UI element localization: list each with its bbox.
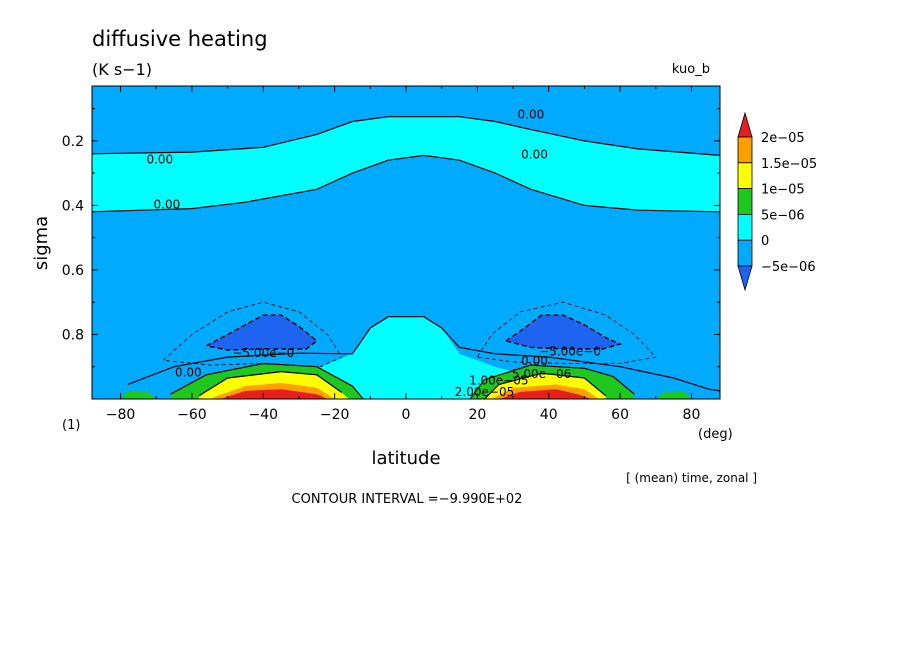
contour-label-10: 2.00e−05 <box>455 385 514 399</box>
contour-label-2: 0.00 <box>518 107 545 121</box>
y-tick-label-1: 0.4 <box>62 198 84 214</box>
colorbar-segment-3 <box>737 213 753 241</box>
contour-labels: 0.000.000.000.000.000.00−5.00e−0 −5.00e−0… <box>146 107 601 399</box>
y-tick-label-2: 0.6 <box>62 263 84 279</box>
filled-region-11 <box>498 389 592 399</box>
contour-line-10 <box>484 372 607 399</box>
x-tick-label-0: −80 <box>106 407 136 423</box>
contour-line-0 <box>92 116 720 156</box>
colorbar-segment-4 <box>737 239 753 267</box>
x-tick-label-3: −20 <box>320 407 350 423</box>
units-label: (K s−1) <box>92 60 152 79</box>
y-axis-note: (1) <box>62 418 80 433</box>
contour-line-3 <box>205 314 318 351</box>
plot-area: 0.000.000.000.000.000.00−5.00e−0 −5.00e−0… <box>91 85 721 400</box>
contour-label-7: −5.00e−0 <box>539 344 601 358</box>
contour-line-8 <box>469 364 635 399</box>
contour-label-1: 0.00 <box>154 198 181 212</box>
contour-label-6: −5.00e−0 <box>232 346 294 360</box>
x-axis-unit: (deg) <box>698 427 733 442</box>
contour-line-4 <box>505 314 623 350</box>
contour-lines <box>92 116 720 399</box>
colorbar: 2e−05 1.5e−05 1e−05 5e−06 0 −5e−06 <box>737 111 817 292</box>
filled-region-2 <box>206 315 317 350</box>
filled-region-3 <box>505 315 621 349</box>
colorbar-label-0: 2e−05 <box>761 131 805 146</box>
contour-label-3: 0.00 <box>521 148 548 162</box>
chart-title: diffusive heating <box>92 27 268 51</box>
y-axis-label: sigma <box>31 216 52 270</box>
y-tick-label-3: 0.8 <box>62 327 84 343</box>
x-tick-label-5: 20 <box>468 407 486 423</box>
colorbar-label-2: 1e−05 <box>761 183 805 198</box>
x-tick-label-2: −40 <box>248 407 278 423</box>
run-label: kuo_b <box>672 62 710 77</box>
filled-region-12 <box>120 390 157 399</box>
contour-label-4: 0.00 <box>175 365 202 379</box>
colorbar-label-5: −5e−06 <box>761 260 816 275</box>
y-tick-label-0: 0.2 <box>62 134 84 150</box>
x-tick-label-6: 40 <box>540 407 558 423</box>
colorbar-label-3: 5e−06 <box>761 208 805 223</box>
filled-region-13 <box>655 391 692 399</box>
x-tick-label-8: 80 <box>683 407 701 423</box>
colorbar-segment-0 <box>737 136 753 164</box>
x-tick-label-1: −60 <box>177 407 207 423</box>
contour-line-2 <box>127 316 720 392</box>
colorbar-segment-2 <box>737 188 753 215</box>
contour-line-9 <box>198 370 343 397</box>
colorbar-label-4: 0 <box>761 234 769 249</box>
contour-label-0: 0.00 <box>146 152 173 166</box>
contour-line-5 <box>163 301 343 368</box>
colorbar-label-1: 1.5e−05 <box>761 157 817 172</box>
contour-label-9: 1.00e−05 <box>469 374 528 388</box>
colorbar-segment-1 <box>737 162 753 190</box>
y-axis-ticks: 0.2 0.4 0.6 0.8 <box>62 108 720 368</box>
x-axis-ticks: −80 −60 −40 −20 0 20 40 60 80 <box>106 86 701 423</box>
contour-label-5: 0.00 <box>521 354 548 368</box>
colorbar-bottom-triangle <box>737 265 753 292</box>
x-axis-label: latitude <box>371 448 440 469</box>
x-tick-label-4: 0 <box>402 407 411 423</box>
contour-label-8: 5.00e−06 <box>512 367 571 381</box>
averaging-note: [ (mean) time, zonal ] <box>626 471 757 485</box>
filled-region-0 <box>92 116 720 212</box>
x-tick-label-7: 60 <box>611 407 629 423</box>
contour-line-1 <box>92 154 720 213</box>
filled-region-10 <box>220 389 328 399</box>
contour-line-7 <box>170 362 364 399</box>
contour-line-6 <box>477 301 657 364</box>
contour-interval-note: CONTOUR INTERVAL =−9.990E+02 <box>292 492 523 507</box>
